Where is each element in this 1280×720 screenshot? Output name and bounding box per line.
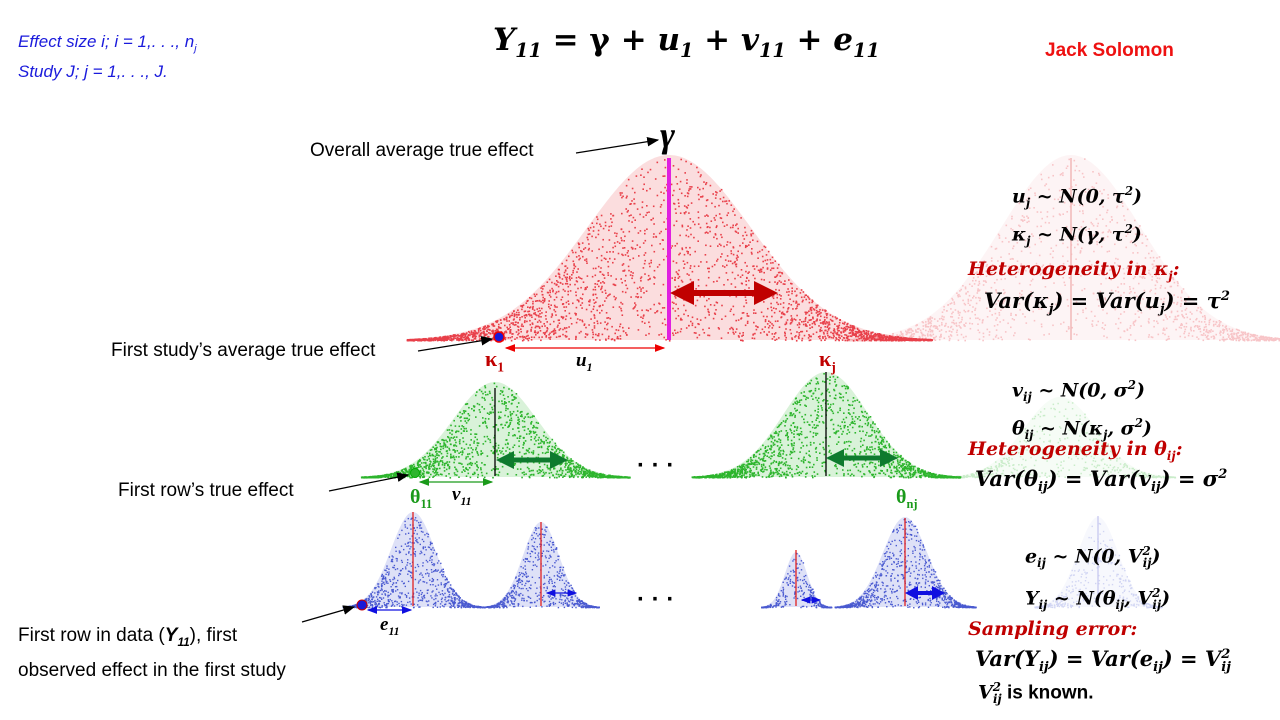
green-distribution-faded: [944, 397, 1177, 479]
level2-variance: Var(θij) = Var(vij) = σ2: [975, 466, 1228, 496]
blue-distribution-4: [834, 517, 977, 609]
level3-variance: Var(Yij) = Var(eij) = V2ij: [975, 646, 1231, 676]
v11-label: v11: [452, 484, 472, 508]
e11-label: e11: [380, 614, 400, 638]
blue-distribution-2: [483, 522, 600, 609]
kappaj-label: κj: [819, 346, 836, 375]
level3-heading: Sampling error:: [968, 618, 1138, 640]
level3-known-note: V2ij is known.: [978, 680, 1094, 707]
theta11-label: θ11: [410, 486, 433, 511]
ellipsis-blue-row: · · ·: [637, 586, 675, 613]
note-study: Study J; j = 1,. . ., J.: [18, 62, 168, 82]
level2-distribution-equations: vij ~ N(0, σ2) θij ~ N(κj, σ2): [1012, 378, 1152, 443]
level2-heading: Heterogeneity in θij:: [968, 438, 1183, 463]
level1-heading: Heterogeneity in κj:: [968, 258, 1180, 283]
author-name: Jack Solomon: [1045, 40, 1174, 61]
thetanj-label: θnj: [896, 486, 918, 511]
u1-label: u1: [576, 350, 593, 374]
pointer-first-data: [301, 605, 356, 623]
kappa1-dot: [493, 331, 505, 343]
blue-arrow-4: [905, 586, 945, 600]
main-equation: Y11 = γ + u1 + v11 + e11: [493, 22, 880, 63]
pointer-first-row: [328, 472, 410, 492]
tau-spread-arrow: [670, 281, 778, 305]
theta11-dot: [410, 468, 420, 478]
gamma-symbol: γ: [660, 115, 675, 155]
label-first-row-data: First row in data (Y11), first observed …: [18, 625, 286, 681]
notes: Effect size i; i = 1,. . ., nj Study J; …: [18, 30, 197, 84]
label-first-study: First study’s average true effect: [111, 340, 376, 361]
ellipsis-green-row: · · ·: [637, 452, 675, 479]
red-distribution-faded: [847, 155, 1280, 342]
label-overall-effect: Overall average true effect: [310, 140, 534, 161]
level1-distribution-equations: uj ~ N(0, τ2) κj ~ N(γ, τ2): [1012, 184, 1143, 249]
pointer-overall: [575, 136, 660, 154]
level3-distribution-equations: eij ~ N(0, V2ij) Yij ~ N(θij, V2ij): [1025, 544, 1171, 613]
level1-variance: Var(κj) = Var(uj) = τ2: [984, 288, 1230, 318]
pointer-first-study: [417, 335, 494, 352]
sigma-spread-arrow-j: [826, 449, 898, 467]
kappa1-label: κ1: [485, 346, 505, 375]
y11-dot: [356, 599, 368, 611]
label-first-row-true: First row’s true effect: [118, 480, 294, 501]
sigma-spread-arrow-1: [496, 451, 568, 469]
note-effect-size: Effect size i; i = 1,. . ., nj: [18, 32, 197, 55]
